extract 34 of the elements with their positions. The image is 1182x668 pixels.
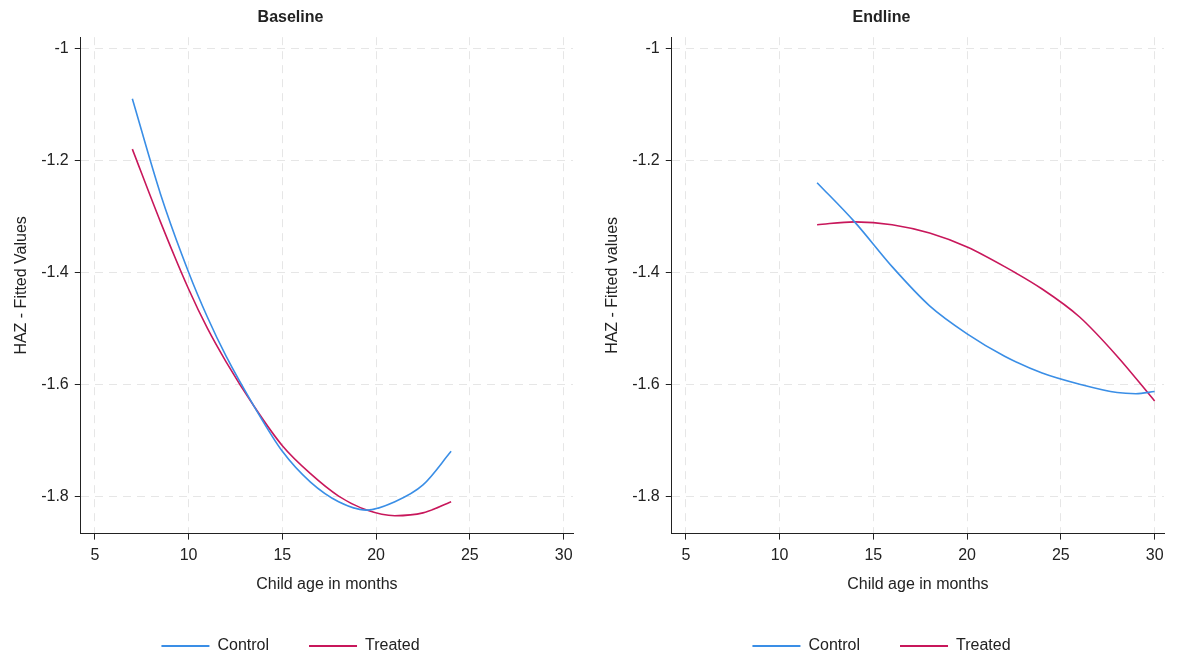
x-tick-label: 15 (273, 545, 292, 563)
y-axis-title: HAZ - Fitted values (603, 216, 621, 354)
y-tick-label: -1.6 (632, 374, 660, 392)
line-series (816, 181, 1156, 395)
chart-title: Baseline (257, 8, 324, 26)
x-axis-title: Child age in months (847, 574, 989, 592)
x-tick-label: 20 (958, 545, 977, 563)
y-tick-label: -1.2 (41, 150, 69, 168)
x-tick-label: 25 (460, 545, 479, 563)
y-tick-label: -1.6 (41, 374, 69, 392)
y-axis-title: HAZ - Fitted Values (12, 216, 30, 355)
y-tick-label: -1.8 (632, 486, 660, 504)
chart-title: Endline (852, 8, 911, 26)
x-tick-label: 30 (554, 545, 573, 563)
y-tick-label: -1.8 (41, 486, 69, 504)
y-tick-label: -1.2 (632, 150, 660, 168)
x-tick-label: 5 (681, 545, 691, 563)
x-tick-label: 25 (1051, 545, 1070, 563)
legend-label: Treated (956, 636, 1011, 654)
x-tick-label: 20 (367, 545, 386, 563)
y-tick-label: -1 (54, 38, 69, 56)
legend-label: Treated (365, 636, 420, 654)
x-tick-label: 10 (770, 545, 789, 563)
y-tick-label: -1 (645, 38, 660, 56)
legend-label: Control (808, 636, 861, 654)
y-tick-label: -1.4 (41, 262, 69, 280)
x-tick-label: 15 (864, 545, 883, 563)
x-tick-label: 5 (90, 545, 100, 563)
legend-label: Control (217, 636, 270, 654)
x-tick-label: 30 (1145, 545, 1164, 563)
x-tick-label: 10 (179, 545, 198, 563)
x-axis-title: Child age in months (256, 574, 398, 592)
y-tick-label: -1.4 (632, 262, 660, 280)
line-series (816, 221, 1156, 402)
